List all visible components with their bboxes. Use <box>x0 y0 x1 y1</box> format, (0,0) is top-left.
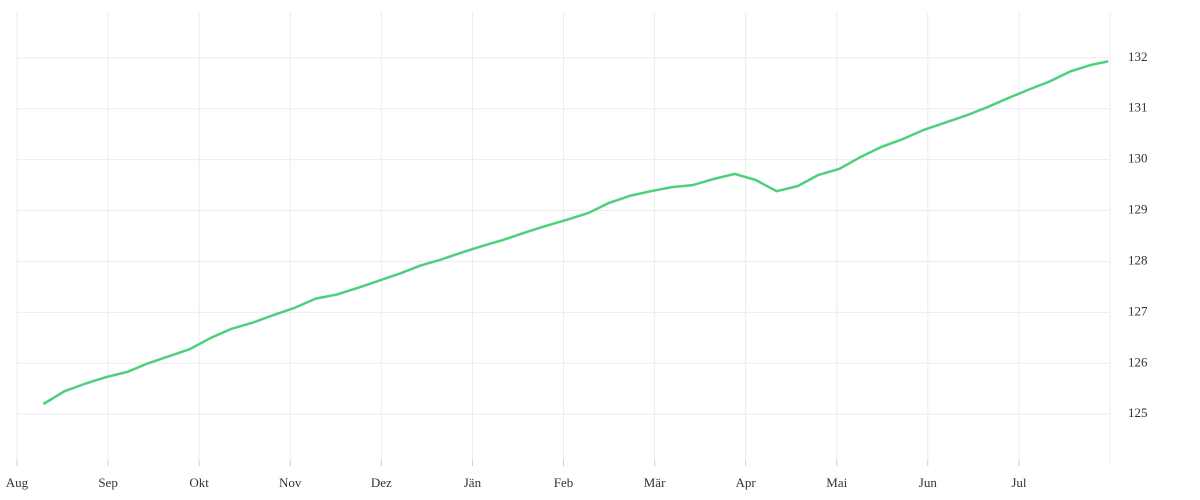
x-tick-label: Jän <box>464 475 482 490</box>
x-tick-label: Mär <box>644 475 666 490</box>
x-tick-label: Aug <box>6 475 29 490</box>
x-tick-label: Dez <box>371 475 392 490</box>
y-tick-label: 127 <box>1128 303 1148 318</box>
x-tick-label: Mai <box>826 475 847 490</box>
y-tick-label: 128 <box>1128 252 1148 267</box>
x-tick-label: Apr <box>736 475 757 490</box>
y-tick-label: 126 <box>1128 354 1148 369</box>
x-tick-label: Jun <box>919 475 938 490</box>
y-tick-label: 132 <box>1128 49 1148 64</box>
line-series <box>42 60 1109 406</box>
y-tick-label: 125 <box>1128 405 1148 420</box>
x-tick-label: Okt <box>189 475 209 490</box>
x-tick-label: Jul <box>1011 475 1027 490</box>
y-tick-label: 130 <box>1128 151 1148 166</box>
x-tick-label: Feb <box>554 475 574 490</box>
x-tick-label: Sep <box>98 475 118 490</box>
y-tick-label: 131 <box>1128 100 1148 115</box>
y-tick-label: 129 <box>1128 202 1148 217</box>
x-tick-label: Nov <box>279 475 302 490</box>
